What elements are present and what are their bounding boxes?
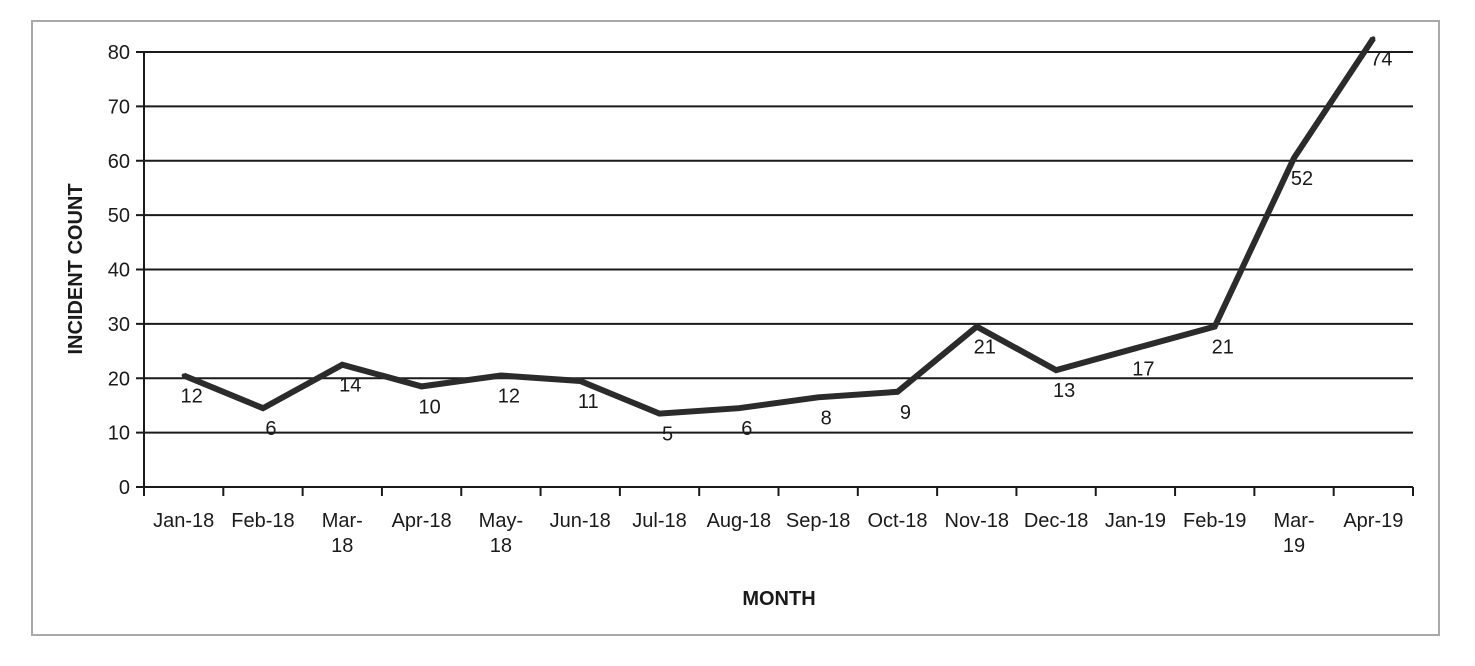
x-tick-label: Sep-18 xyxy=(786,510,851,532)
data-point xyxy=(1212,324,1217,329)
data-point xyxy=(816,395,821,400)
y-tick-label: 10 xyxy=(108,423,130,445)
x-tick-label: Jan-19 xyxy=(1105,510,1166,532)
data-label: 74 xyxy=(1370,48,1392,70)
y-tick-label: 50 xyxy=(108,205,130,227)
data-point xyxy=(657,411,662,416)
data-point xyxy=(578,378,583,383)
x-tick-label: Dec-18 xyxy=(1024,510,1088,532)
y-tick-label: 70 xyxy=(108,96,130,118)
data-label: 6 xyxy=(741,418,752,440)
data-label: 9 xyxy=(900,402,911,424)
data-point xyxy=(1371,36,1376,41)
x-tick-label: Feb-19 xyxy=(1183,510,1246,532)
x-tick-label: Oct-18 xyxy=(867,510,927,532)
data-label: 17 xyxy=(1132,358,1154,380)
data-label: 8 xyxy=(821,407,832,429)
x-tick-label: Apr-18 xyxy=(392,510,452,532)
data-point xyxy=(498,373,503,378)
data-label: 10 xyxy=(418,396,440,418)
y-tick-label: 80 xyxy=(108,42,130,64)
y-tick-label: 60 xyxy=(108,151,130,173)
data-point xyxy=(260,406,265,411)
x-tick-label: Mar-18 xyxy=(322,510,363,557)
x-tick-label: May-18 xyxy=(479,510,523,557)
y-tick-label: 30 xyxy=(108,314,130,336)
x-tick-label: Feb-18 xyxy=(231,510,294,532)
data-label: 5 xyxy=(662,424,673,446)
x-tick-label: Jun-18 xyxy=(550,510,611,532)
data-label: 12 xyxy=(498,386,520,408)
data-point xyxy=(1054,368,1059,373)
series-line xyxy=(182,36,1376,417)
x-tick-label: Mar-19 xyxy=(1273,510,1314,557)
data-point xyxy=(1133,346,1138,351)
gridlines xyxy=(144,51,1413,434)
data-label: 52 xyxy=(1291,168,1313,190)
data-point xyxy=(419,384,424,389)
x-tick-label: Jan-18 xyxy=(153,510,214,532)
data-point xyxy=(736,406,741,411)
data-label: 13 xyxy=(1053,380,1075,402)
x-tick-label: Jul-18 xyxy=(632,510,686,532)
data-point xyxy=(895,389,900,394)
y-tick-label: 0 xyxy=(119,477,130,499)
data-point xyxy=(181,373,186,378)
data-label: 12 xyxy=(181,386,203,408)
data-point xyxy=(974,324,979,329)
data-label: 14 xyxy=(339,375,361,397)
data-label: 21 xyxy=(974,337,996,359)
data-label: 11 xyxy=(578,391,599,413)
x-tick-label: Aug-18 xyxy=(707,510,772,532)
data-point xyxy=(340,362,345,367)
data-label: 21 xyxy=(1212,337,1234,359)
x-axis-title: MONTH xyxy=(742,588,815,610)
series-layer xyxy=(181,36,1376,417)
data-label: 6 xyxy=(265,418,276,440)
y-tick-label: 20 xyxy=(108,368,130,390)
x-tick-label: Nov-18 xyxy=(945,510,1009,532)
data-point xyxy=(1292,156,1297,161)
axes: 0 10 20 30 40 50 60 70 80 Jan-18 Feb-18 Mar-18 Apr-1… xyxy=(108,42,1414,557)
y-tick-label: 40 xyxy=(108,260,130,282)
data-labels: 12 6 14 10 12 11 5 6 8 9 21 13 17 21 52 74 xyxy=(181,48,1393,445)
x-tick-label: Apr-19 xyxy=(1343,510,1403,532)
y-axis-title: INCIDENT COUNT xyxy=(65,183,87,354)
